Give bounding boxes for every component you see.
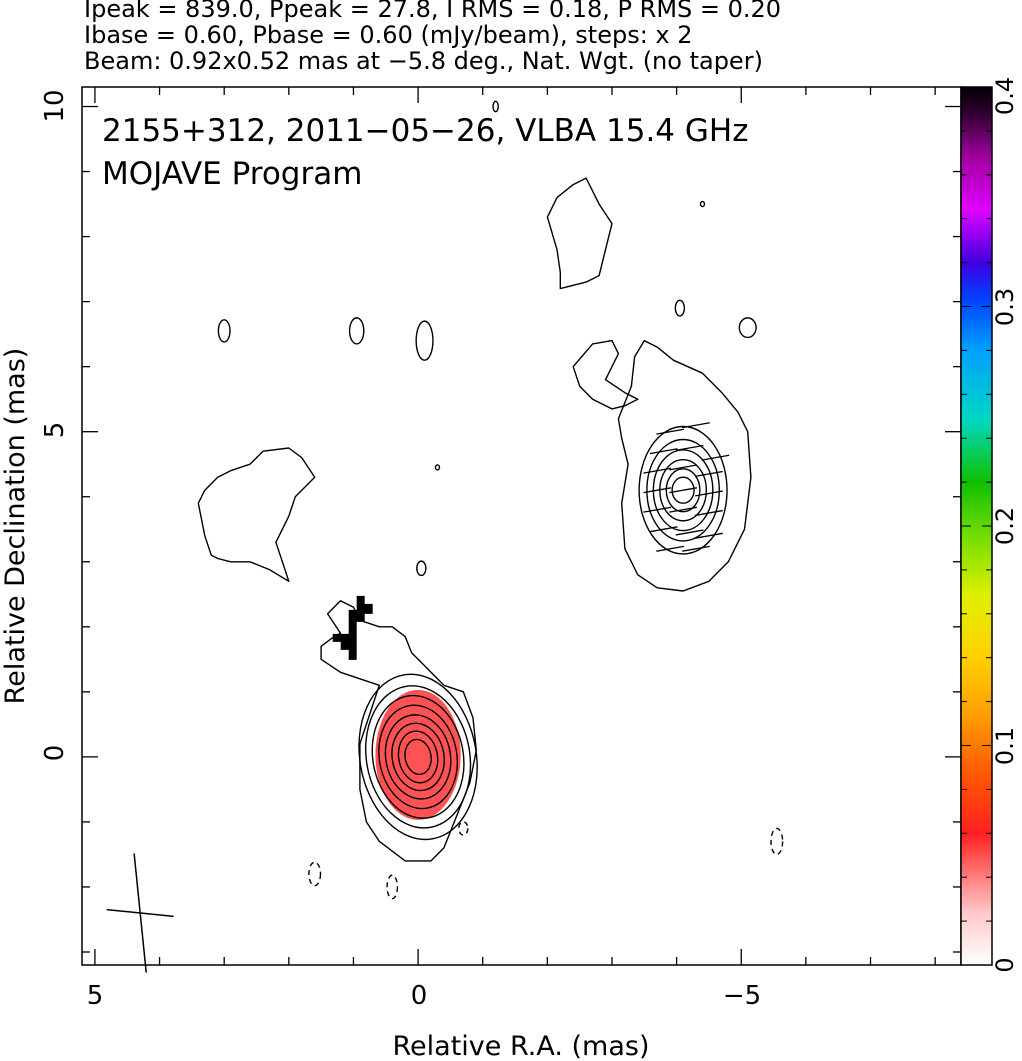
colorbar-tick-label: 0.3 [991, 288, 1019, 326]
contour-layer [197, 100, 784, 900]
evpa-vector-9 [669, 487, 697, 494]
contour-core-4 [378, 704, 459, 810]
contour-jet-knot-4 [646, 438, 720, 542]
beam-symbol [106, 853, 174, 973]
y-tick-label: 10 [40, 89, 70, 122]
evpa-vector-10 [695, 490, 723, 497]
extended-contour-1 [320, 600, 477, 862]
plot-subtitle: MOJAVE Program [102, 156, 362, 192]
small-contour-3 [492, 100, 499, 113]
x-axis-label: Relative R.A. (mas) [393, 1031, 650, 1061]
small-contour-8 [416, 560, 427, 577]
small-contour-2 [415, 320, 434, 361]
evpa-vector-15 [675, 529, 704, 536]
colorbar-tick-label: 0.1 [991, 727, 1019, 765]
negative-contour-2 [308, 861, 322, 887]
evpa-vector-18 [682, 545, 710, 552]
axis-ticks [82, 87, 961, 965]
beam-minor-axis [106, 908, 174, 918]
evpa-vector-11 [643, 506, 672, 513]
contour-core-1 [397, 730, 439, 784]
contour-core-6 [364, 685, 472, 829]
small-contour-0 [217, 319, 231, 343]
evpa-vector-5 [643, 467, 672, 474]
y-tick-label: 0 [40, 745, 70, 762]
contour-jet-knot-1 [665, 468, 701, 513]
evpa-vector-8 [643, 487, 672, 494]
x-tick-label: 5 [87, 981, 104, 1011]
negative-contour-0 [458, 821, 469, 836]
evpa-vector-7 [695, 470, 723, 478]
extended-contour-0 [197, 447, 316, 582]
colorbar-tick-label: 0 [991, 957, 1019, 972]
small-contour-1 [348, 317, 365, 345]
extended-contour-2 [617, 339, 752, 592]
contour-jet-knot-5 [638, 425, 728, 555]
negative-contour-1 [386, 874, 399, 900]
negative-contour-3 [770, 827, 784, 856]
evpa-vector-6 [669, 464, 697, 471]
small-contour-7 [434, 464, 441, 471]
evpa-vector-4 [701, 454, 730, 461]
colorbar-tick-label: 0.4 [991, 77, 1019, 115]
evpa-vector-2 [649, 448, 678, 455]
x-tick-label: −5 [723, 981, 761, 1011]
evpa-vector-layer [643, 422, 730, 552]
contour-jet-knot-0 [671, 476, 695, 504]
contour-core-3 [384, 714, 452, 800]
header-line-peak: Ipeak = 839.0, Ppeak = 27.8, I RMS = 0.1… [84, 0, 782, 23]
evpa-vector-1 [656, 428, 685, 435]
colorbar-ticks [961, 86, 992, 966]
evpa-vector-16 [695, 532, 723, 539]
plot-frame [81, 86, 962, 966]
evpa-vector-17 [656, 545, 685, 552]
small-contour-6 [738, 317, 757, 339]
small-contour-5 [674, 299, 686, 317]
x-tick-label: 0 [411, 981, 428, 1011]
y-tick-label: 5 [40, 422, 70, 439]
header-line-beam: Beam: 0.92x0.52 mas at −5.8 deg., Nat. W… [84, 47, 763, 75]
polarization-blob [332, 595, 373, 660]
evpa-vector-3 [675, 444, 704, 452]
evpa-vector-12 [669, 506, 697, 513]
plot-title: 2155+312, 2011−05−26, VLBA 15.4 GHz [102, 113, 748, 149]
extended-contour-3 [546, 177, 613, 290]
header-info: Ipeak = 839.0, Ppeak = 27.8, I RMS = 0.1… [84, 0, 1014, 74]
contour-jet-knot-3 [652, 449, 714, 532]
evpa-vector-14 [649, 526, 678, 533]
colorbar-tick-label: 0.2 [991, 507, 1019, 545]
header-line-base: Ibase = 0.60, Pbase = 0.60 (mJy/beam), s… [84, 21, 693, 49]
evpa-vector-0 [682, 422, 710, 429]
contour-core-5 [371, 694, 465, 819]
evpa-vector-13 [695, 509, 723, 517]
y-axis-label: Relative Declination (mas) [0, 348, 31, 705]
small-contour-4 [699, 200, 706, 208]
contour-core-2 [391, 722, 445, 792]
contour-core-0 [404, 738, 432, 776]
extended-contour-4 [572, 339, 639, 410]
fracpol-fill-core [375, 689, 461, 820]
